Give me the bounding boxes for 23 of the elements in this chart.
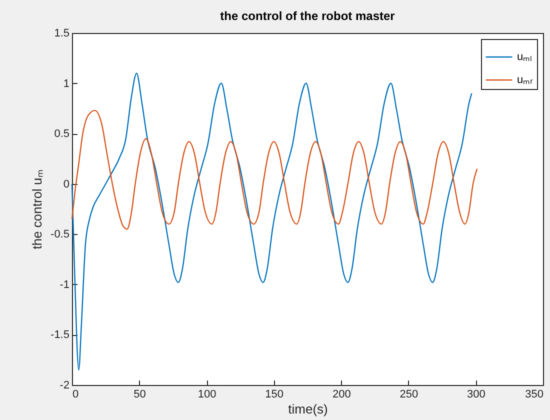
x-tick-label: 300 xyxy=(467,388,486,400)
x-tick-label: 200 xyxy=(332,388,351,400)
y-tick-label: 1.5 xyxy=(54,28,70,40)
line-series xyxy=(71,110,478,230)
legend-label: uₘᵣ xyxy=(517,74,534,86)
x-tick-label: 150 xyxy=(265,388,284,400)
legend-label: uₘₗ xyxy=(517,51,532,63)
x-axis-title: time(s) xyxy=(288,402,328,416)
x-tick-label: 50 xyxy=(134,388,146,400)
y-axis-title: the control uₘ xyxy=(30,170,45,250)
x-tick-label: 350 xyxy=(525,388,544,400)
y-tick-label: 0.5 xyxy=(54,128,70,140)
y-tick-label: -1 xyxy=(60,278,70,291)
x-tick-label: 0 xyxy=(72,388,79,400)
y-tick-label: -2 xyxy=(60,380,70,392)
y-tick-label: 0 xyxy=(63,178,70,190)
x-tick-label: 250 xyxy=(400,388,418,400)
y-tick-label: -1.5 xyxy=(50,329,70,342)
chart-title: the control of the robot master xyxy=(220,9,396,23)
line-series xyxy=(71,72,472,371)
x-tick-label: 100 xyxy=(198,388,216,400)
y-tick-label: 1 xyxy=(63,78,70,90)
y-tick-label: -0.5 xyxy=(50,228,70,241)
